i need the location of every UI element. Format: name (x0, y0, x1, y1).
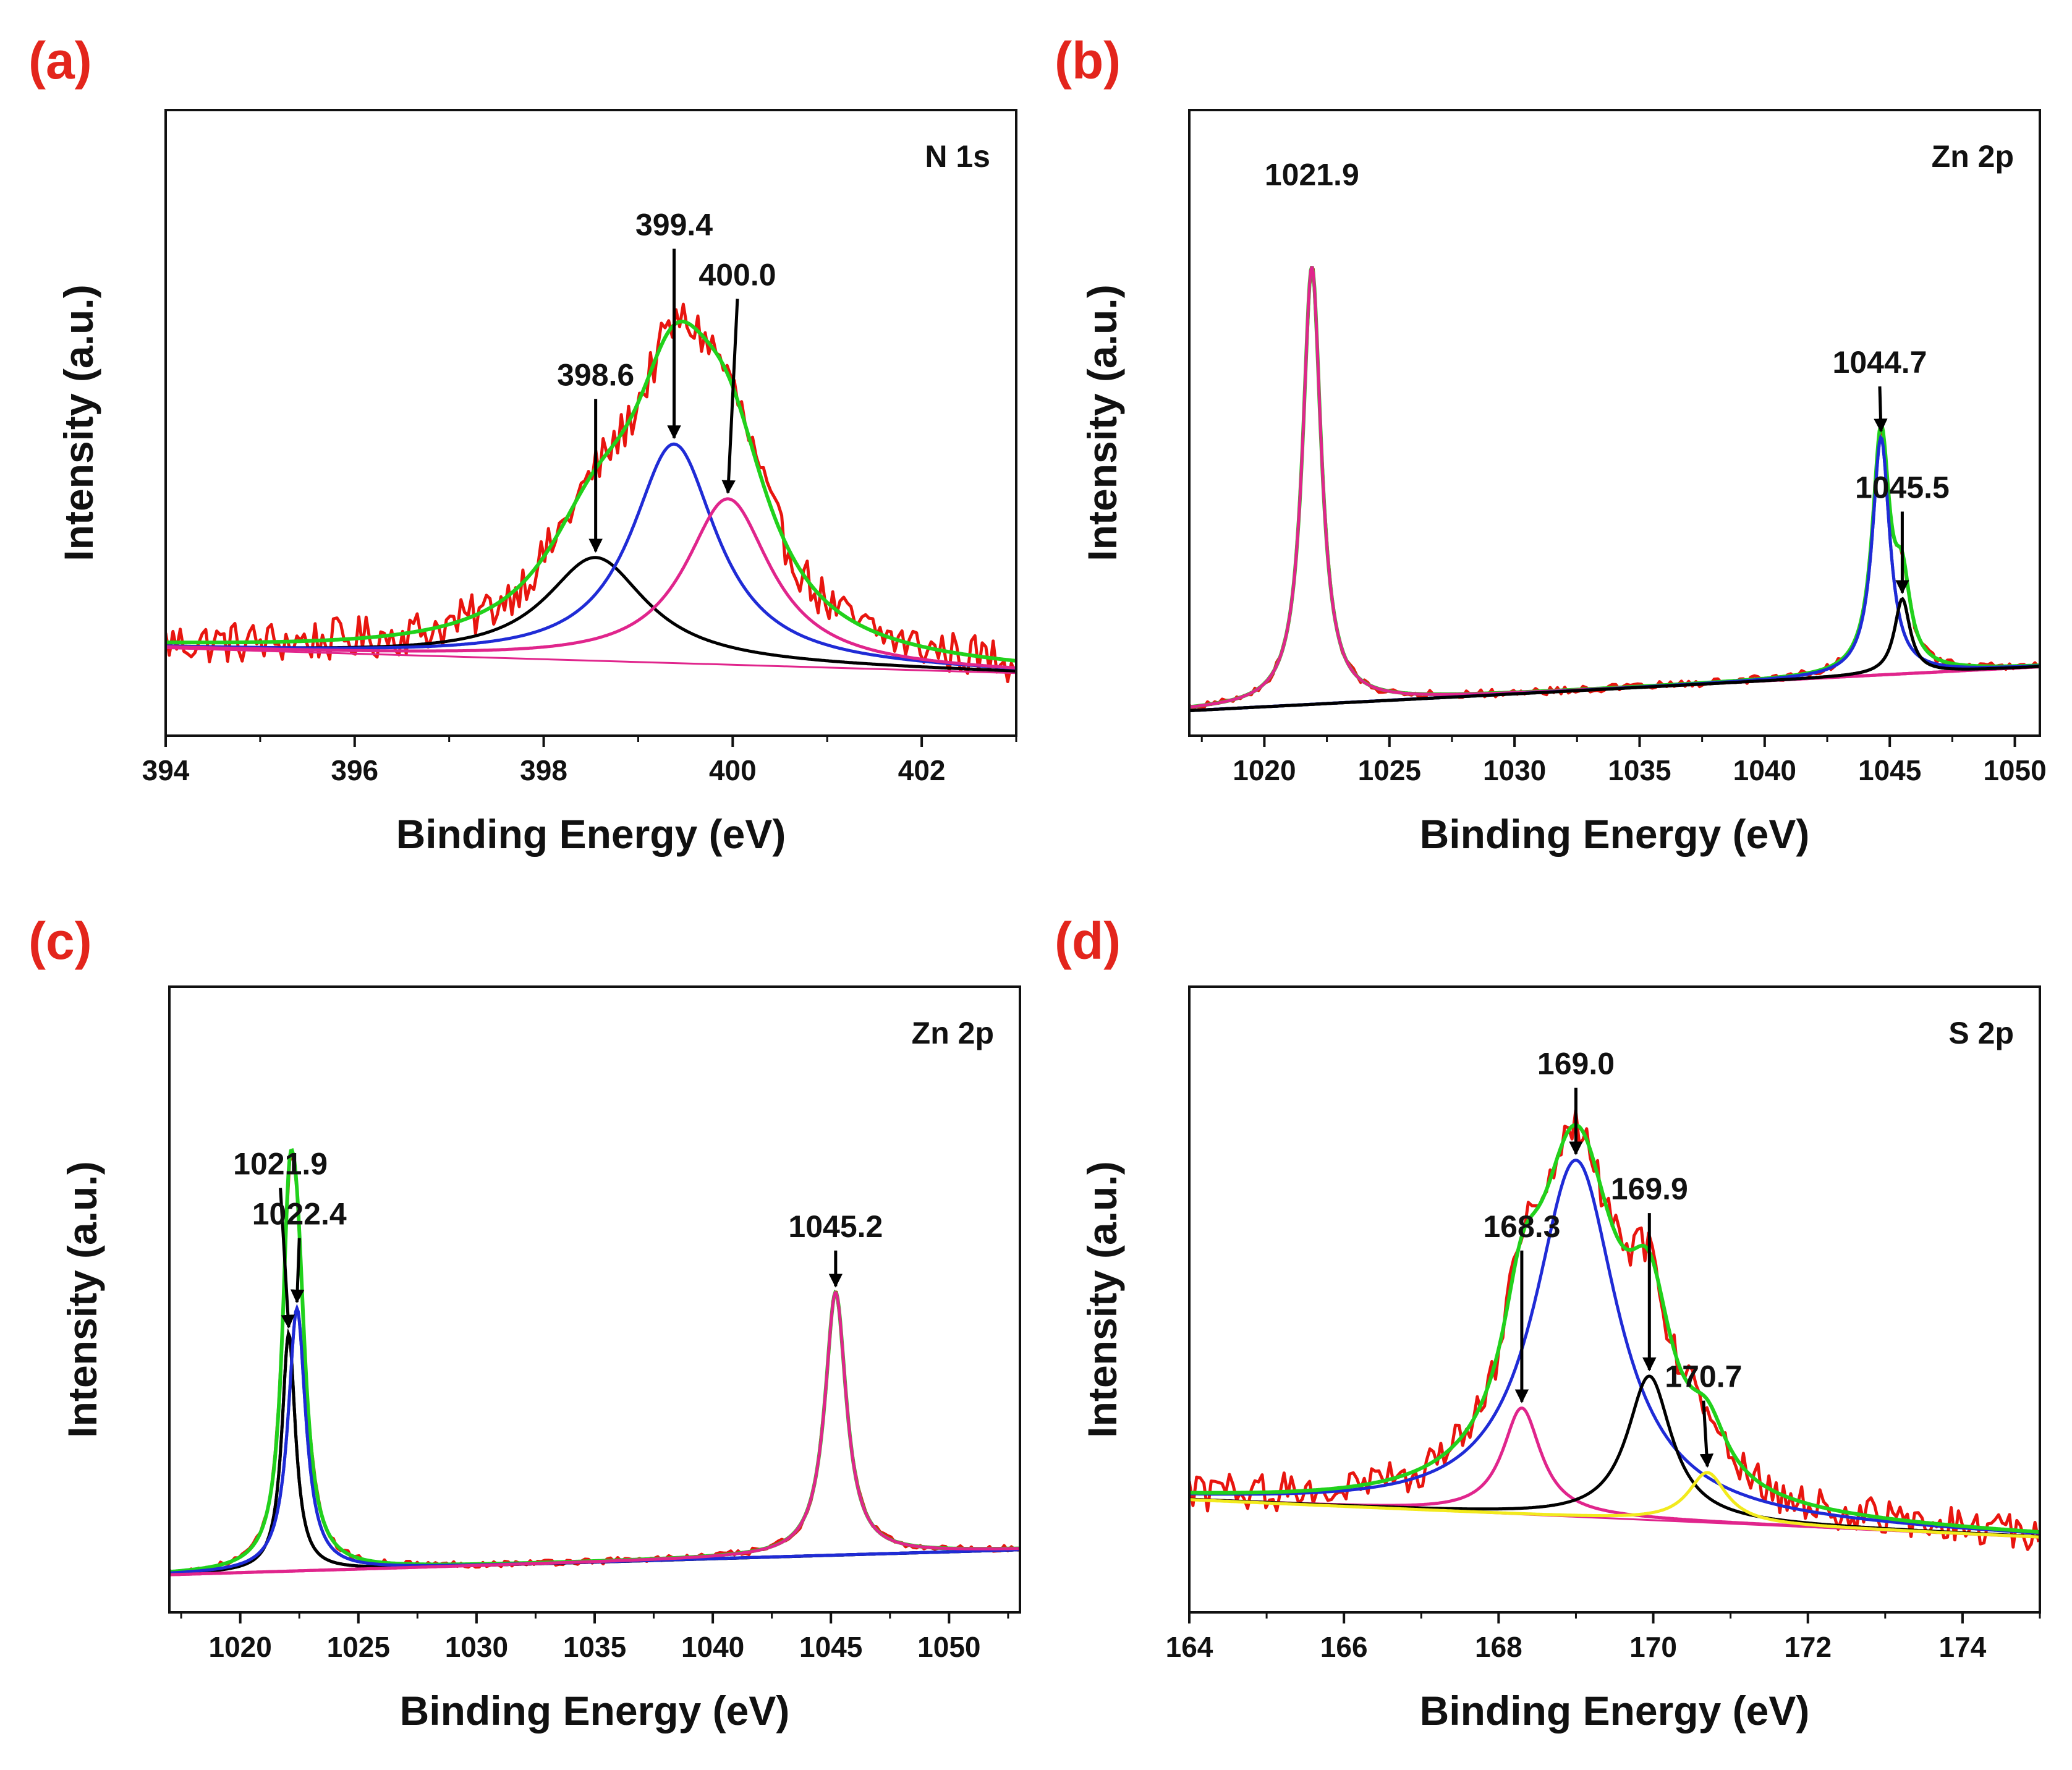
y-axis-label: Intensity (a.u.) (1079, 1161, 1125, 1437)
x-tick-label: 1050 (917, 1631, 980, 1663)
x-tick-label: 1030 (445, 1631, 508, 1663)
x-tick-label: 398 (520, 754, 567, 786)
x-tick-label: 1040 (1733, 754, 1796, 786)
x-tick-label: 1025 (327, 1631, 390, 1663)
peak-label-168.3: 168.3 (1483, 1209, 1560, 1244)
component-line-top-1045.5 (1189, 597, 2040, 712)
x-tick-label: 1045 (799, 1631, 862, 1663)
peak-label-1021.9: 1021.9 (1265, 157, 1359, 192)
element-label: Zn 2p (1932, 139, 2014, 174)
plot-frame (1188, 109, 2041, 737)
x-axis-label: Binding Energy (eV) (400, 1688, 790, 1734)
component-line-400.0 (166, 497, 1016, 670)
peak-label-169.0: 169.0 (1537, 1047, 1615, 1081)
x-tick-label: 1040 (681, 1631, 744, 1663)
x-tick-label: 396 (331, 754, 378, 786)
y-axis-label: Intensity (a.u.) (56, 284, 101, 561)
x-tick-label: 400 (709, 754, 757, 786)
panel-label-a: (a) (28, 32, 92, 90)
peak-label-1045.5: 1045.5 (1855, 470, 1950, 504)
plot-area (1189, 266, 2040, 712)
x-tick-label: 1020 (208, 1631, 271, 1663)
raw-spectrum-line (1189, 1108, 2040, 1551)
peak-arrow (721, 299, 739, 495)
x-tick-label: 394 (142, 754, 190, 786)
peak-label-399.4: 399.4 (635, 207, 713, 242)
x-tick-label: 164 (1166, 1631, 1213, 1663)
x-tick-label: 172 (1784, 1631, 1832, 1663)
panel-label-d: (d) (1055, 912, 1121, 970)
peak-label-170.7: 170.7 (1665, 1359, 1742, 1394)
peak-label-1045.2: 1045.2 (788, 1209, 883, 1244)
component-line-169.0 (1189, 1159, 2040, 1535)
x-tick-label: 168 (1475, 1631, 1522, 1663)
panel-label-b: (b) (1055, 32, 1121, 90)
peak-label-169.9: 169.9 (1611, 1172, 1688, 1206)
peak-arrow (290, 1238, 305, 1304)
x-tick-label: 166 (1320, 1631, 1368, 1663)
x-tick-label: 1030 (1483, 754, 1546, 786)
x-tick-label: 1025 (1358, 754, 1421, 786)
x-tick-label: 1035 (1608, 754, 1671, 786)
chart-panel-2: 1020 1025 1030 1035 1040 1045 1050 Binding Ener… (59, 985, 1021, 1734)
element-label: Zn 2p (912, 1016, 994, 1050)
chart-panel-3: 164 166 168 170 172 174 Binding Energy (eV) Int… (1079, 985, 2041, 1734)
element-label: S 2p (1948, 1016, 2014, 1050)
peak-label-400.0: 400.0 (698, 257, 776, 292)
x-tick-label: 402 (898, 754, 946, 786)
x-tick-label: 1050 (1983, 754, 2046, 786)
plot-frame (1188, 985, 2041, 1614)
peak-label-1022.4: 1022.4 (252, 1197, 347, 1232)
chart-panel-0: 394 396 398 400 402 Binding Energy (eV) Intens… (56, 109, 1017, 857)
y-axis-label: Intensity (a.u.) (59, 1161, 105, 1437)
plot-area (166, 302, 1016, 683)
peak-label-1021.9: 1021.9 (233, 1147, 328, 1181)
y-axis-label: Intensity (a.u.) (1079, 284, 1125, 561)
x-tick-label: 174 (1939, 1631, 1987, 1663)
panel-label-c: (c) (28, 912, 92, 970)
envelope-line (1189, 1123, 2040, 1534)
peak-arrow (1699, 1400, 1714, 1468)
x-axis-label: Binding Energy (eV) (1420, 1688, 1810, 1734)
plot-area (169, 1147, 1020, 1576)
peak-label-1044.7: 1044.7 (1833, 345, 1927, 380)
x-axis-label: Binding Energy (eV) (1420, 811, 1810, 857)
plot-frame (164, 109, 1017, 737)
component-line-399.4 (166, 442, 1016, 670)
x-tick-label: 1035 (563, 1631, 626, 1663)
element-label: N 1s (925, 139, 990, 174)
plot-area (1189, 1108, 2040, 1551)
peak-arrow (279, 1188, 295, 1329)
x-tick-label: 1045 (1858, 754, 1921, 786)
peak-arrow (1874, 386, 1888, 433)
component-line-170.7 (1189, 1471, 2040, 1539)
component-line-top-1045.2 (169, 1290, 1020, 1576)
peak-label-398.6: 398.6 (557, 357, 634, 392)
chart-panel-1: 1020 1025 1030 1035 1040 1045 1050 Binding Ener… (1079, 109, 2047, 857)
baseline-line (166, 647, 1016, 674)
envelope-line (166, 320, 1016, 663)
x-tick-label: 170 (1629, 1631, 1677, 1663)
x-axis-label: Binding Energy (eV) (396, 811, 786, 857)
x-tick-label: 1020 (1233, 754, 1296, 786)
